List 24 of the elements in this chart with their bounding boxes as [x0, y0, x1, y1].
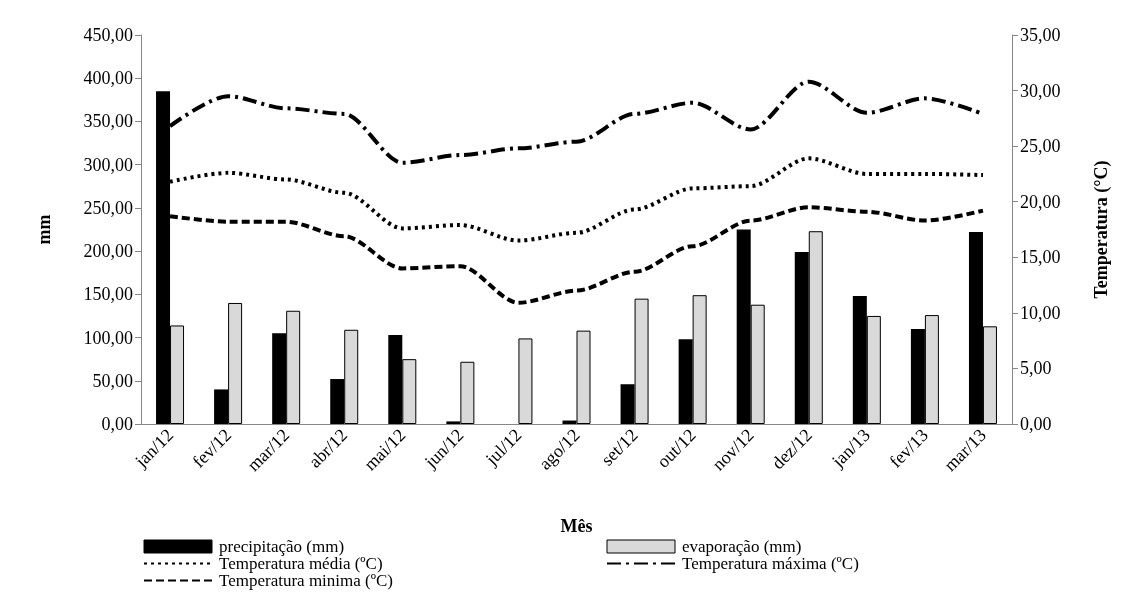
y2-tick-label: 35,00: [1020, 25, 1061, 45]
y-tick-label: 150,00: [83, 284, 133, 305]
y2-tick-label: 0,00: [1020, 414, 1052, 434]
y-tick-label: 100,00: [83, 327, 133, 348]
y-tick-label: 450,00: [83, 25, 133, 45]
legend-label: evaporação (mm): [682, 537, 802, 556]
y2-tick-label: 20,00: [1020, 191, 1061, 212]
y-tick-label: 400,00: [83, 68, 133, 89]
y2-tick-label: 25,00: [1020, 136, 1061, 157]
bar: [518, 338, 533, 424]
y2-tick-label: 10,00: [1020, 302, 1061, 323]
y-tick-label: 350,00: [83, 111, 133, 132]
legend-label: precipitação (mm): [219, 537, 345, 556]
y2-tick-label: 5,00: [1020, 358, 1052, 379]
y2-axis-title: Temperatura (°C): [1091, 160, 1112, 299]
x-axis-title: Mês: [560, 516, 593, 536]
y-tick-label: 300,00: [83, 154, 133, 175]
y2-tick-label: 30,00: [1020, 80, 1061, 101]
y-tick-label: 50,00: [92, 370, 133, 391]
y-tick-label: 200,00: [83, 241, 133, 262]
y-axis-title: mm: [34, 214, 54, 245]
y-tick-label: 0,00: [101, 414, 133, 434]
y2-tick-label: 15,00: [1020, 247, 1061, 268]
y-tick-label: 250,00: [83, 197, 133, 218]
